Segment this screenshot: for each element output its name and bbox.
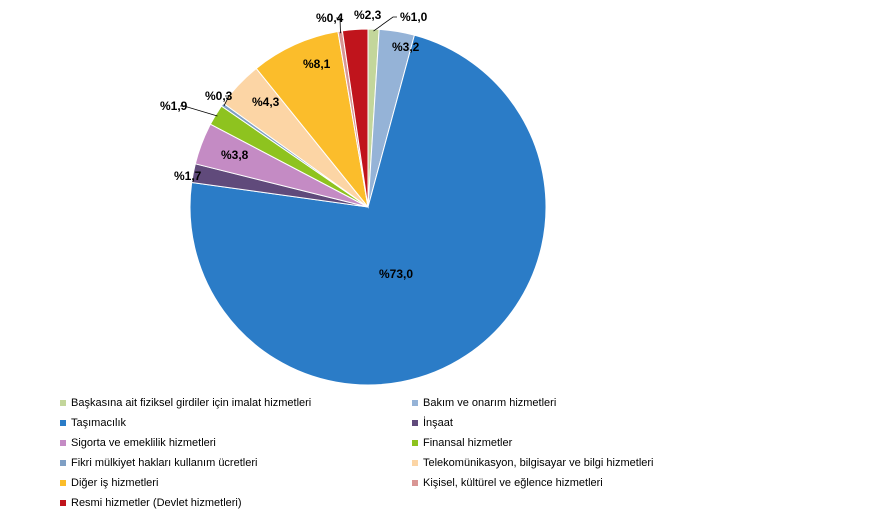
legend-swatch <box>60 460 66 466</box>
legend-label: Fikri mülkiyet hakları kullanım ücretler… <box>71 457 258 469</box>
legend-label: Diğer iş hizmetleri <box>71 477 159 489</box>
legend-label: Bakım ve onarım hizmetleri <box>423 397 557 409</box>
data-label: %3,2 <box>392 40 420 54</box>
leader-line <box>180 105 218 117</box>
legend-item: Kişisel, kültürel ve eğlence hizmetleri <box>412 474 752 492</box>
legend-swatch <box>412 440 418 446</box>
data-label: %0,4 <box>316 11 344 25</box>
data-labels: %1,0 %3,2 %73,0 %1,7 %3,8 %1,9 %0,3 %4,3 %8,1 %0,… <box>160 8 428 281</box>
legend-label: Kişisel, kültürel ve eğlence hizmetleri <box>423 477 603 489</box>
legend-swatch <box>60 400 66 406</box>
legend-label: Finansal hizmetler <box>423 437 513 449</box>
legend-label: Taşımacılık <box>71 417 127 429</box>
pie-slices <box>189 28 547 386</box>
legend-item: Fikri mülkiyet hakları kullanım ücretler… <box>60 454 412 472</box>
data-label: %0,3 <box>205 89 233 103</box>
legend-label: İnşaat <box>423 417 453 429</box>
legend-item: İnşaat <box>412 414 752 432</box>
legend-label: Resmi hizmetler (Devlet hizmetleri) <box>71 497 242 509</box>
data-label: %4,3 <box>252 95 280 109</box>
legend-swatch <box>412 480 418 486</box>
leader-lines <box>180 16 397 117</box>
legend-item: Başkasına ait fiziksel girdiler için ima… <box>60 394 412 412</box>
legend-swatch <box>60 480 66 486</box>
pie-slice <box>255 30 369 209</box>
legend-item: Telekomünikasyon, bilgisayar ve bilgi hi… <box>412 454 752 472</box>
data-label: %2,3 <box>354 8 382 22</box>
legend-swatch <box>60 500 66 506</box>
legend-label: Başkasına ait fiziksel girdiler için ima… <box>71 397 312 409</box>
legend-swatch <box>412 420 418 426</box>
legend-swatch <box>412 460 418 466</box>
legend-item: Resmi hizmetler (Devlet hizmetleri) <box>60 494 412 512</box>
legend-item: Finansal hizmetler <box>412 434 752 452</box>
legend-item: Diğer iş hizmetleri <box>60 474 412 492</box>
legend-swatch <box>60 440 66 446</box>
data-label: %1,9 <box>160 99 188 113</box>
leader-line <box>223 95 230 106</box>
leader-line <box>373 16 397 32</box>
legend-item: Sigorta ve emeklilik hizmetleri <box>60 434 412 452</box>
legend-swatch <box>60 420 66 426</box>
data-label: %3,8 <box>221 148 249 162</box>
legend-label: Sigorta ve emeklilik hizmetleri <box>71 437 216 449</box>
legend-label: Telekomünikasyon, bilgisayar ve bilgi hi… <box>423 457 654 469</box>
data-label: %73,0 <box>379 267 413 281</box>
data-label: %8,1 <box>303 57 331 71</box>
legend-item: Bakım ve onarım hizmetleri <box>412 394 752 412</box>
data-label: %1,0 <box>400 10 428 24</box>
leader-line <box>336 17 341 34</box>
legend-item: Taşımacılık <box>60 414 412 432</box>
chart-legend: Başkasına ait fiziksel girdiler için ima… <box>60 394 760 512</box>
legend-swatch <box>412 400 418 406</box>
data-label: %1,7 <box>174 169 202 183</box>
pie-slice <box>189 34 547 386</box>
pie-slice <box>341 28 369 208</box>
